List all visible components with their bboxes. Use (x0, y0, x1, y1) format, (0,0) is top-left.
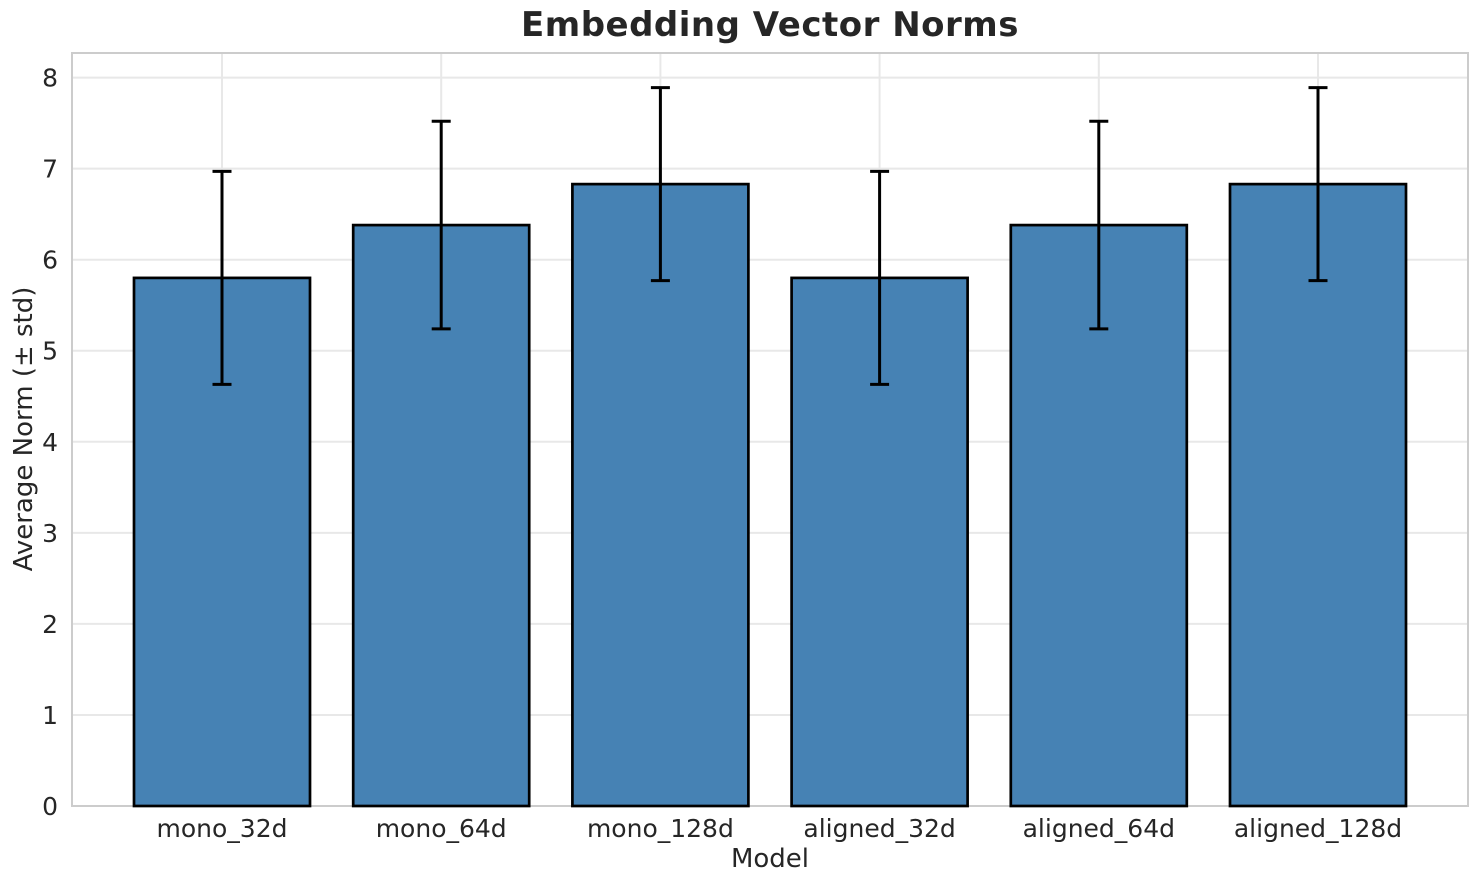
y-tick-label: 5 (42, 337, 58, 366)
x-tick-label: mono_128d (587, 814, 734, 843)
y-tick-label: 8 (42, 64, 58, 93)
y-axis-label: Average Norm (± std) (9, 286, 39, 572)
y-tick-label: 4 (42, 428, 58, 457)
y-tick-label: 1 (42, 701, 58, 730)
y-tick-label: 6 (42, 246, 58, 275)
x-tick-label: aligned_64d (1023, 814, 1175, 843)
x-axis-label: Model (730, 844, 810, 874)
axes-border (71, 52, 1469, 807)
x-tick-label: mono_32d (157, 814, 288, 843)
y-tick-label: 7 (42, 155, 58, 184)
x-tick-label: aligned_32d (803, 814, 955, 843)
chart-title: Embedding Vector Norms (521, 5, 1019, 45)
y-tick-label: 3 (42, 519, 58, 548)
x-tick-label: mono_64d (376, 814, 507, 843)
y-tick-label: 2 (42, 610, 58, 639)
y-tick-label: 0 (42, 792, 58, 821)
x-tick-label: aligned_128d (1234, 814, 1402, 843)
bar-aligned_128d (1228, 182, 1408, 808)
